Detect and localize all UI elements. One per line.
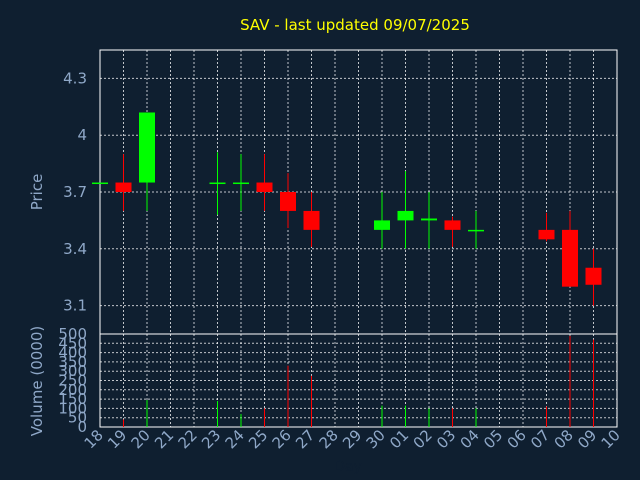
volume-axis-label: Volume (0000) xyxy=(28,326,46,436)
candle-body xyxy=(538,229,555,240)
day-tick-label: 07 xyxy=(527,426,553,452)
day-axis-label: Day xyxy=(334,459,362,475)
volume-tick-label: 450 xyxy=(58,334,87,352)
volume-grid xyxy=(99,333,618,428)
day-tick-label: 22 xyxy=(175,426,201,452)
day-tick-label: 05 xyxy=(480,426,506,452)
candle-body xyxy=(468,229,484,232)
price-grid xyxy=(99,49,618,335)
volume-tick-label: 0 xyxy=(77,418,87,436)
day-tick-label: 28 xyxy=(316,426,342,452)
candle-body xyxy=(256,182,273,192)
volume-tick-label: 500 xyxy=(58,325,87,343)
day-tick-label: 23 xyxy=(198,426,224,452)
chart-title: SAV - last updated 09/07/2025 xyxy=(240,16,470,34)
candle-body xyxy=(209,182,226,185)
candle-body xyxy=(92,182,108,185)
price-tick-label: 3.1 xyxy=(63,297,87,315)
day-tick-label: 25 xyxy=(245,426,271,452)
price-tick-label: 4.3 xyxy=(63,69,87,87)
day-tick-label: 02 xyxy=(410,426,436,452)
candle-body xyxy=(374,220,390,230)
volume-tick-label: 100 xyxy=(58,399,87,417)
day-tick-label: 19 xyxy=(104,426,130,452)
day-tick-label: 09 xyxy=(574,426,600,452)
day-tick-label: 03 xyxy=(433,426,459,452)
volume-tick-label: 50 xyxy=(68,409,87,427)
day-tick-label: 06 xyxy=(504,426,530,452)
candle-body xyxy=(421,218,437,221)
candle-body xyxy=(233,182,249,185)
candle-body xyxy=(115,182,132,192)
candle-body xyxy=(585,267,602,285)
day-tick-label: 26 xyxy=(269,426,295,452)
candles xyxy=(92,112,602,306)
price-tick-label: 3.7 xyxy=(63,183,87,201)
volume-tick-label: 200 xyxy=(58,381,87,399)
day-tick-label: 24 xyxy=(222,426,248,452)
volume-tick-label: 250 xyxy=(58,372,87,390)
day-tick-label: 10 xyxy=(598,426,624,452)
day-tick-label: 30 xyxy=(363,426,389,452)
candle-body xyxy=(562,229,578,287)
day-tick-label: 04 xyxy=(457,426,483,452)
day-tick-label: 27 xyxy=(292,426,318,452)
candle-body xyxy=(139,112,155,183)
candle-body xyxy=(303,210,320,230)
volume-bars xyxy=(123,335,594,427)
candle-body xyxy=(280,192,296,211)
volume-tick-label: 300 xyxy=(58,362,87,380)
day-tick-label: 21 xyxy=(151,426,177,452)
day-axis-ticks: 1819202122232425262728293001020304050607… xyxy=(81,426,624,452)
day-tick-label: 08 xyxy=(551,426,577,452)
day-tick-label: 01 xyxy=(386,426,412,452)
candle-body xyxy=(444,220,461,230)
day-tick-label: 29 xyxy=(339,426,365,452)
day-tick-label: 20 xyxy=(128,426,154,452)
volume-tick-label: 350 xyxy=(58,353,87,371)
volume-tick-label: 400 xyxy=(58,344,87,362)
price-tick-label: 4 xyxy=(77,126,87,144)
candle-body xyxy=(397,210,414,221)
price-tick-label: 3.4 xyxy=(63,240,87,258)
price-axis-label: Price xyxy=(28,174,46,211)
price-axis-ticks: 3.1 3.4 3.7 4 4.3 xyxy=(63,69,87,314)
volume-tick-label: 150 xyxy=(58,390,87,408)
